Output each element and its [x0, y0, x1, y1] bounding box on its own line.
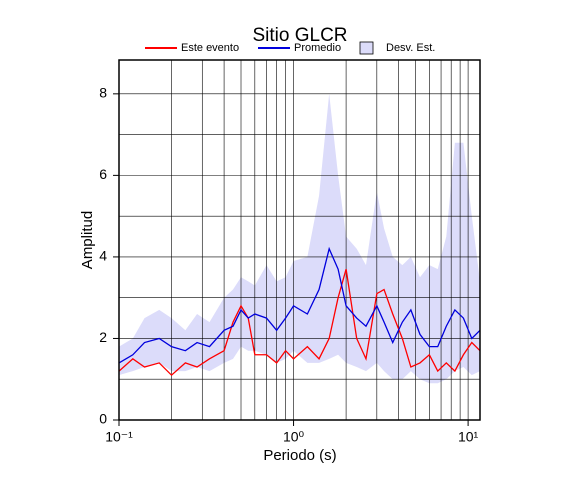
legend-label: Este evento	[181, 42, 239, 54]
x-axis-label: Periodo (s)	[263, 447, 336, 464]
plot-frame	[118, 59, 481, 421]
series-line	[118, 268, 481, 377]
y-tick-label: 8	[99, 85, 107, 101]
legend-label: Desv. Est.	[386, 42, 435, 54]
std-band	[119, 93, 480, 384]
legend-swatch	[359, 41, 374, 55]
x-tick-label: 10¹	[458, 429, 479, 445]
series-line	[118, 246, 481, 364]
y-tick-label: 0	[99, 411, 107, 427]
y-tick-label: 2	[99, 329, 107, 345]
x-tick-label: 10⁰	[283, 429, 305, 445]
legend-label: Promedio	[294, 42, 341, 54]
x-tick-label: 10⁻¹	[105, 429, 133, 445]
y-tick-label: 4	[99, 248, 107, 264]
y-tick-label: 6	[99, 166, 107, 182]
chart-title: Sitio GLCR	[252, 25, 347, 46]
y-axis-label: Amplitud	[79, 211, 96, 269]
